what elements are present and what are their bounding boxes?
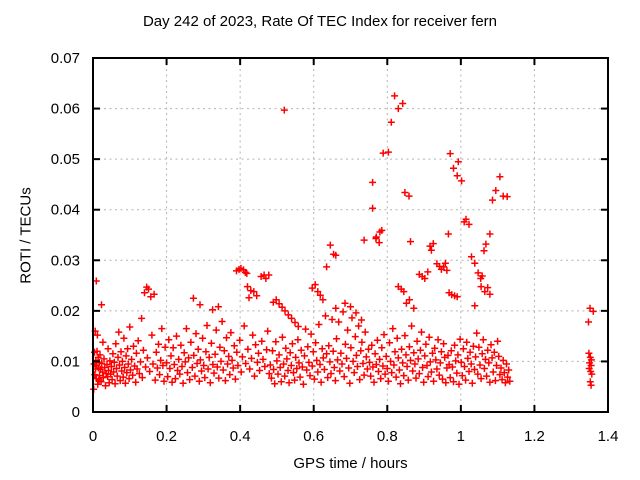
x-tick-label: 0 — [89, 428, 97, 445]
x-tick-label: 0.8 — [377, 428, 398, 445]
x-tick-labels: 0 0.2 0.4 0.6 0.8 1 1.2 1.4 — [89, 428, 619, 445]
y-tick-label: 0.04 — [51, 202, 80, 219]
x-tick-label: 1 — [457, 428, 465, 445]
y-tick-label: 0 — [72, 404, 80, 421]
y-tick-label: 0.01 — [51, 353, 80, 370]
x-tick-label: 0.4 — [230, 428, 251, 445]
x-axis-label: GPS time / hours — [293, 455, 408, 472]
chart-title: Day 242 of 2023, Rate Of TEC Index for r… — [142, 13, 498, 30]
y-tick-label: 0.02 — [51, 303, 80, 320]
y-tick-label: 0.06 — [51, 101, 80, 118]
x-tick-label: 1.4 — [598, 428, 619, 445]
y-tick-label: 0.05 — [51, 151, 80, 168]
y-tick-label: 0.03 — [51, 252, 80, 269]
x-tick-label: 0.2 — [156, 428, 177, 445]
x-tick-label: 1.2 — [524, 428, 545, 445]
x-tick-label: 0.6 — [303, 428, 324, 445]
y-axis-label: ROTI / TECUs — [17, 187, 35, 284]
tick-marks — [92, 57, 609, 413]
y-tick-labels: 0 0.01 0.02 0.03 0.04 0.05 0.06 0.07 — [51, 50, 80, 421]
y-tick-label: 0.07 — [51, 50, 80, 67]
scatter-points — [90, 92, 597, 393]
plot-border — [92, 57, 609, 413]
grid-lines — [93, 58, 608, 412]
